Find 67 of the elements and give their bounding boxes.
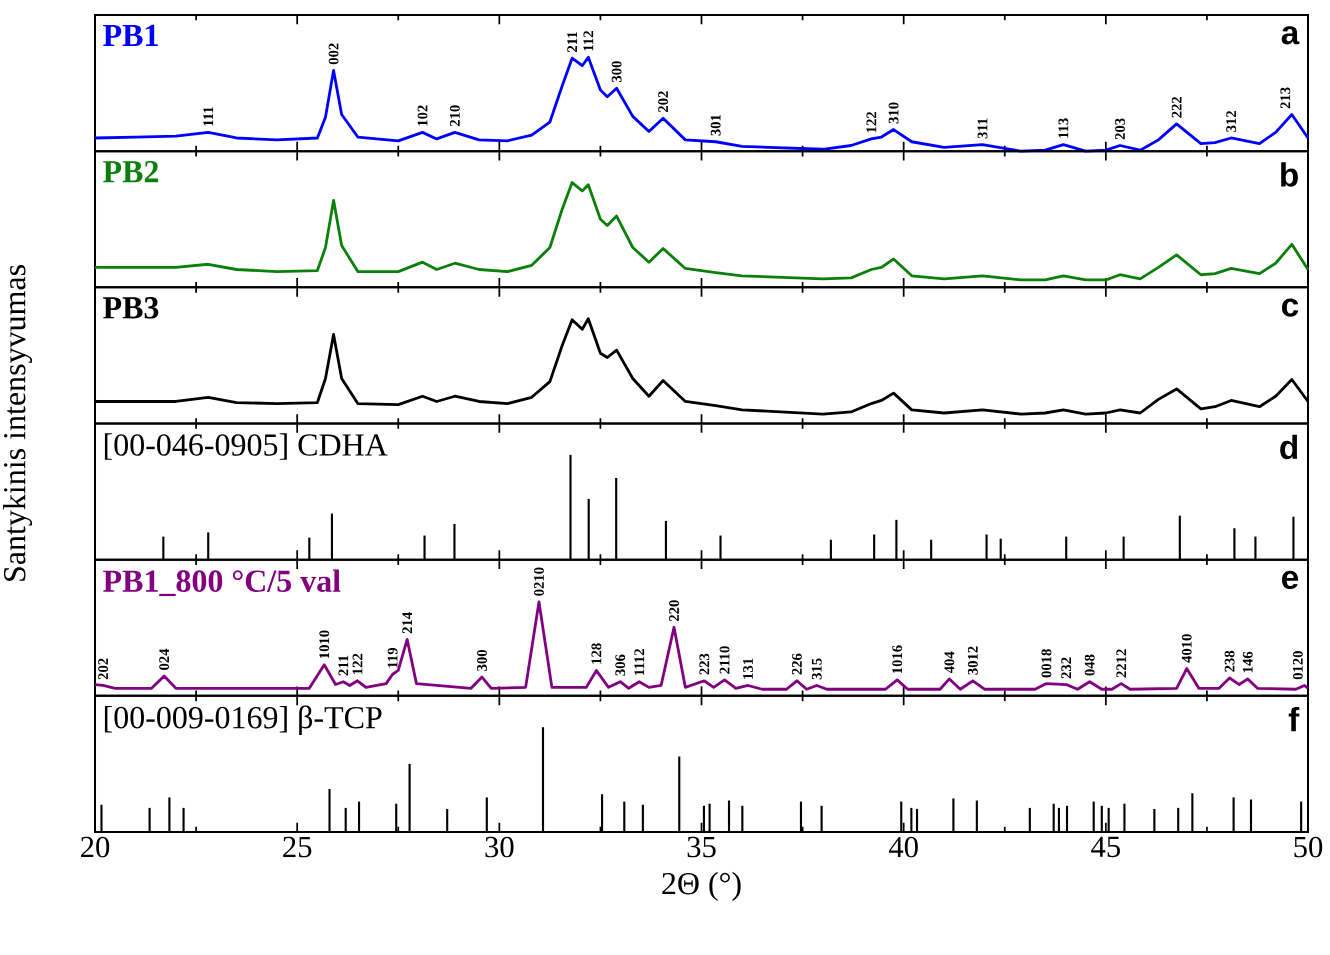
annotation: 238 (1224, 650, 1235, 672)
annotation: 112 (583, 31, 594, 51)
annotation: 024 (159, 648, 170, 670)
annotation: 310 (888, 102, 899, 124)
annotation: 113 (1058, 118, 1069, 138)
text: e (1282, 570, 1299, 590)
x-tick-label: 45 (1091, 836, 1120, 858)
annotation: 3012 (967, 646, 978, 675)
text: PB1_800 °C/5 val (103, 569, 341, 597)
x-tick-label: 25 (283, 836, 312, 858)
annotation: 312 (1226, 111, 1237, 132)
legend-label: [00-046-0905] CDHA (104, 433, 388, 460)
annotation: 232 (1061, 657, 1072, 679)
annotation: 0018 (1041, 649, 1052, 678)
annotation: 222 (1171, 96, 1182, 118)
legend-label: PB3 (103, 297, 159, 319)
annotation: 300 (477, 649, 487, 671)
annotation: 4010 (1181, 634, 1192, 663)
x-axis-title: 2Θ (°) (662, 871, 741, 901)
annotation: 111 (203, 107, 214, 126)
annotation: 1112 (634, 649, 645, 675)
annotation: 311 (977, 118, 988, 139)
legend-label: [00-009-0169] β-TCP (104, 705, 382, 735)
annotation: 1016 (892, 645, 903, 674)
annotation: b (1281, 162, 1298, 187)
text: PB2 (103, 160, 159, 183)
annotation: 202 (98, 658, 109, 680)
annotation: 002 (328, 43, 339, 65)
annotation: 226 (792, 653, 802, 675)
annotation: 102 (417, 105, 428, 126)
annotation: 2212 (1116, 649, 1127, 678)
annotation: 128 (591, 643, 602, 664)
text: c (1282, 298, 1299, 317)
annotation: 211 (338, 655, 349, 676)
x-tick-label: 30 (485, 836, 514, 858)
x-tick-label: 50 (1294, 836, 1323, 858)
annotation: 203 (1115, 118, 1125, 140)
annotation: 211 (567, 32, 577, 52)
annotation: 300 (611, 61, 622, 83)
annotation: 119 (387, 647, 398, 668)
annotation: f (1288, 706, 1300, 732)
y-axis-title: Santykinis intensyvumas (2, 265, 33, 581)
annotation: 1010 (319, 630, 330, 659)
annotation: d (1280, 434, 1298, 460)
x-tick-label: 35 (687, 836, 716, 858)
annotation: 301 (710, 114, 721, 136)
annotation: 146 (1242, 651, 1253, 673)
x-tick-label: 40 (888, 836, 918, 858)
annotation: 131 (743, 658, 753, 679)
text: PB1 (103, 24, 158, 46)
annotation: 2110 (719, 646, 730, 674)
annotation: 0120 (1292, 651, 1303, 680)
annotation: 210 (449, 105, 460, 127)
annotation: 0210 (534, 567, 544, 596)
annotation: 315 (811, 658, 822, 680)
annotation: 306 (615, 654, 626, 676)
annotation: 122 (352, 653, 363, 675)
annotation: 213 (1280, 87, 1291, 109)
annotation: 214 (402, 612, 413, 634)
annotation: 220 (669, 600, 679, 622)
text: a (1281, 26, 1300, 45)
x-tick-label: 20 (81, 836, 110, 858)
annotation: 048 (1084, 654, 1095, 676)
annotation: 122 (866, 111, 877, 133)
annotation: 202 (658, 91, 669, 113)
annotation: 404 (944, 651, 955, 674)
annotation: 223 (699, 653, 710, 675)
